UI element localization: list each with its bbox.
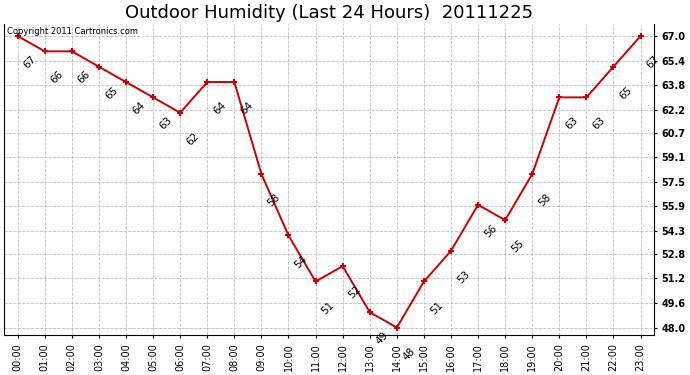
Text: 63: 63 <box>564 116 580 132</box>
Text: 52: 52 <box>347 284 363 301</box>
Text: 64: 64 <box>239 100 255 117</box>
Text: 63: 63 <box>591 116 607 132</box>
Text: 64: 64 <box>211 100 228 117</box>
Text: 58: 58 <box>266 192 282 208</box>
Text: 66: 66 <box>76 69 92 86</box>
Text: 58: 58 <box>536 192 553 208</box>
Text: 64: 64 <box>130 100 147 117</box>
Text: 63: 63 <box>157 116 174 132</box>
Text: 48: 48 <box>401 346 417 362</box>
Text: 53: 53 <box>455 269 471 285</box>
Text: 54: 54 <box>293 254 309 270</box>
Text: 65: 65 <box>103 85 119 101</box>
Text: 56: 56 <box>482 223 499 239</box>
Text: 49: 49 <box>374 330 391 346</box>
Title: Outdoor Humidity (Last 24 Hours)  20111225: Outdoor Humidity (Last 24 Hours) 2011122… <box>125 4 533 22</box>
Text: 62: 62 <box>184 131 201 147</box>
Text: 66: 66 <box>49 69 66 86</box>
Text: Copyright 2011 Cartronics.com: Copyright 2011 Cartronics.com <box>8 27 139 36</box>
Text: 67: 67 <box>22 54 39 70</box>
Text: 55: 55 <box>509 238 526 255</box>
Text: 51: 51 <box>319 300 336 316</box>
Text: 67: 67 <box>644 54 661 70</box>
Text: 51: 51 <box>428 300 444 316</box>
Text: 65: 65 <box>618 85 634 101</box>
